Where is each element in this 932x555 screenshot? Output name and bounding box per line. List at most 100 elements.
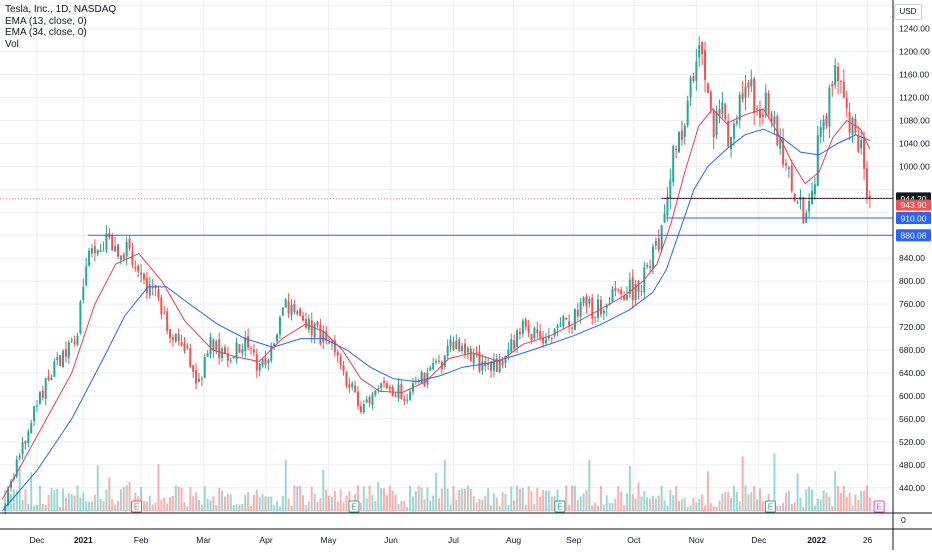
x-tick-label: 26: [863, 535, 873, 545]
volume-bar: [660, 486, 663, 511]
volume-bar: [247, 492, 250, 511]
candle-body: [571, 327, 574, 329]
legend-symbol[interactable]: Tesla, Inc., 1D, NASDAQ: [5, 4, 117, 15]
candle-body: [533, 327, 536, 339]
volume-bar: [212, 496, 215, 511]
candle-body: [753, 78, 756, 113]
legend-ema13[interactable]: EMA (13, close, 0): [5, 15, 87, 27]
candle-body: [432, 362, 435, 370]
volume-bar: [547, 490, 550, 511]
candle-body: [678, 131, 681, 153]
volume-bar: [692, 497, 695, 511]
candle-body: [802, 197, 805, 224]
candle-body: [385, 383, 388, 389]
candle-body: [761, 114, 764, 117]
volume-bar: [221, 490, 224, 511]
volume-bar: [96, 465, 99, 511]
candle-body: [539, 331, 542, 339]
x-tick-label: Oct: [627, 535, 641, 545]
candle-body: [7, 488, 10, 506]
volume-bar: [761, 501, 764, 511]
volume-bar: [206, 498, 209, 511]
volume-bar: [521, 487, 524, 511]
candle-body: [206, 353, 209, 357]
candle-body: [744, 86, 747, 98]
volume-bar: [319, 498, 322, 511]
volume-bar: [811, 489, 814, 511]
volume-bar: [388, 485, 391, 511]
currency-button[interactable]: USD: [894, 4, 922, 20]
volume-bar: [782, 502, 785, 511]
volume-bar: [865, 485, 868, 511]
x-tick-label: Nov: [689, 535, 705, 545]
candle-body: [706, 83, 709, 93]
legend-volume[interactable]: Vol: [5, 38, 19, 50]
volume-bar: [735, 491, 738, 511]
volume-bar: [362, 486, 365, 511]
candle-body: [273, 343, 276, 346]
volume-bar: [383, 488, 386, 511]
volume-bar: [602, 504, 605, 511]
volume-bar: [657, 495, 660, 511]
candle-body: [709, 91, 712, 110]
volume-bar: [440, 488, 443, 511]
volume-bar: [461, 488, 464, 511]
volume-bar: [264, 496, 267, 511]
candle-body: [689, 77, 692, 98]
y-tick-label: 480.00: [899, 460, 925, 470]
candle-body: [79, 301, 82, 334]
candle-body: [614, 287, 617, 291]
candle-body: [634, 284, 637, 301]
volume-bar: [579, 496, 582, 511]
candle-body: [47, 376, 50, 381]
candle-body: [296, 311, 299, 314]
candle-body: [388, 387, 391, 389]
candle-body: [565, 317, 568, 320]
x-tick-label: 2022: [807, 535, 826, 545]
volume-bar: [507, 505, 510, 511]
candle-body: [562, 316, 565, 327]
candle-body: [67, 342, 70, 358]
volume-bar: [828, 496, 831, 511]
volume-bar: [738, 501, 741, 511]
x-tick-label: Dec: [29, 535, 45, 545]
horizontal-lines[interactable]: 944.20 910.00 880.08 943.90: [0, 192, 931, 242]
candle-body: [241, 349, 244, 354]
earnings-marker: [873, 500, 885, 513]
volume-bar: [495, 497, 498, 511]
candle-body: [813, 184, 816, 195]
candle-body: [105, 233, 108, 250]
volume-bar: [365, 498, 368, 511]
volume-bar: [116, 500, 119, 511]
volume-bar: [466, 485, 469, 511]
candle-body: [785, 163, 788, 166]
volume-bar: [377, 482, 380, 511]
candle-body: [649, 266, 652, 268]
candle-body: [712, 110, 715, 138]
earnings-marker: [130, 500, 142, 513]
candle-body: [41, 390, 44, 398]
candle-body: [704, 50, 707, 80]
legend-ema34[interactable]: EMA (34, close, 0): [5, 27, 87, 38]
candle-body: [464, 343, 467, 354]
candle-body: [747, 82, 750, 88]
volume-bar: [111, 499, 114, 511]
candle-body: [819, 127, 822, 138]
candle-body: [767, 93, 770, 115]
volume-bar: [304, 505, 307, 511]
volume-bar: [793, 502, 796, 511]
candle-body: [576, 309, 579, 317]
candle-body: [542, 337, 545, 344]
candle-body: [429, 367, 432, 371]
volume-bar: [53, 490, 56, 511]
candle-body: [461, 345, 464, 352]
volume-axis-label: 0: [901, 515, 906, 525]
volume-bar: [186, 506, 189, 511]
volume-bar: [704, 505, 707, 511]
candle-body: [472, 354, 475, 364]
volume-bar: [333, 490, 336, 511]
candle-body: [111, 235, 114, 251]
